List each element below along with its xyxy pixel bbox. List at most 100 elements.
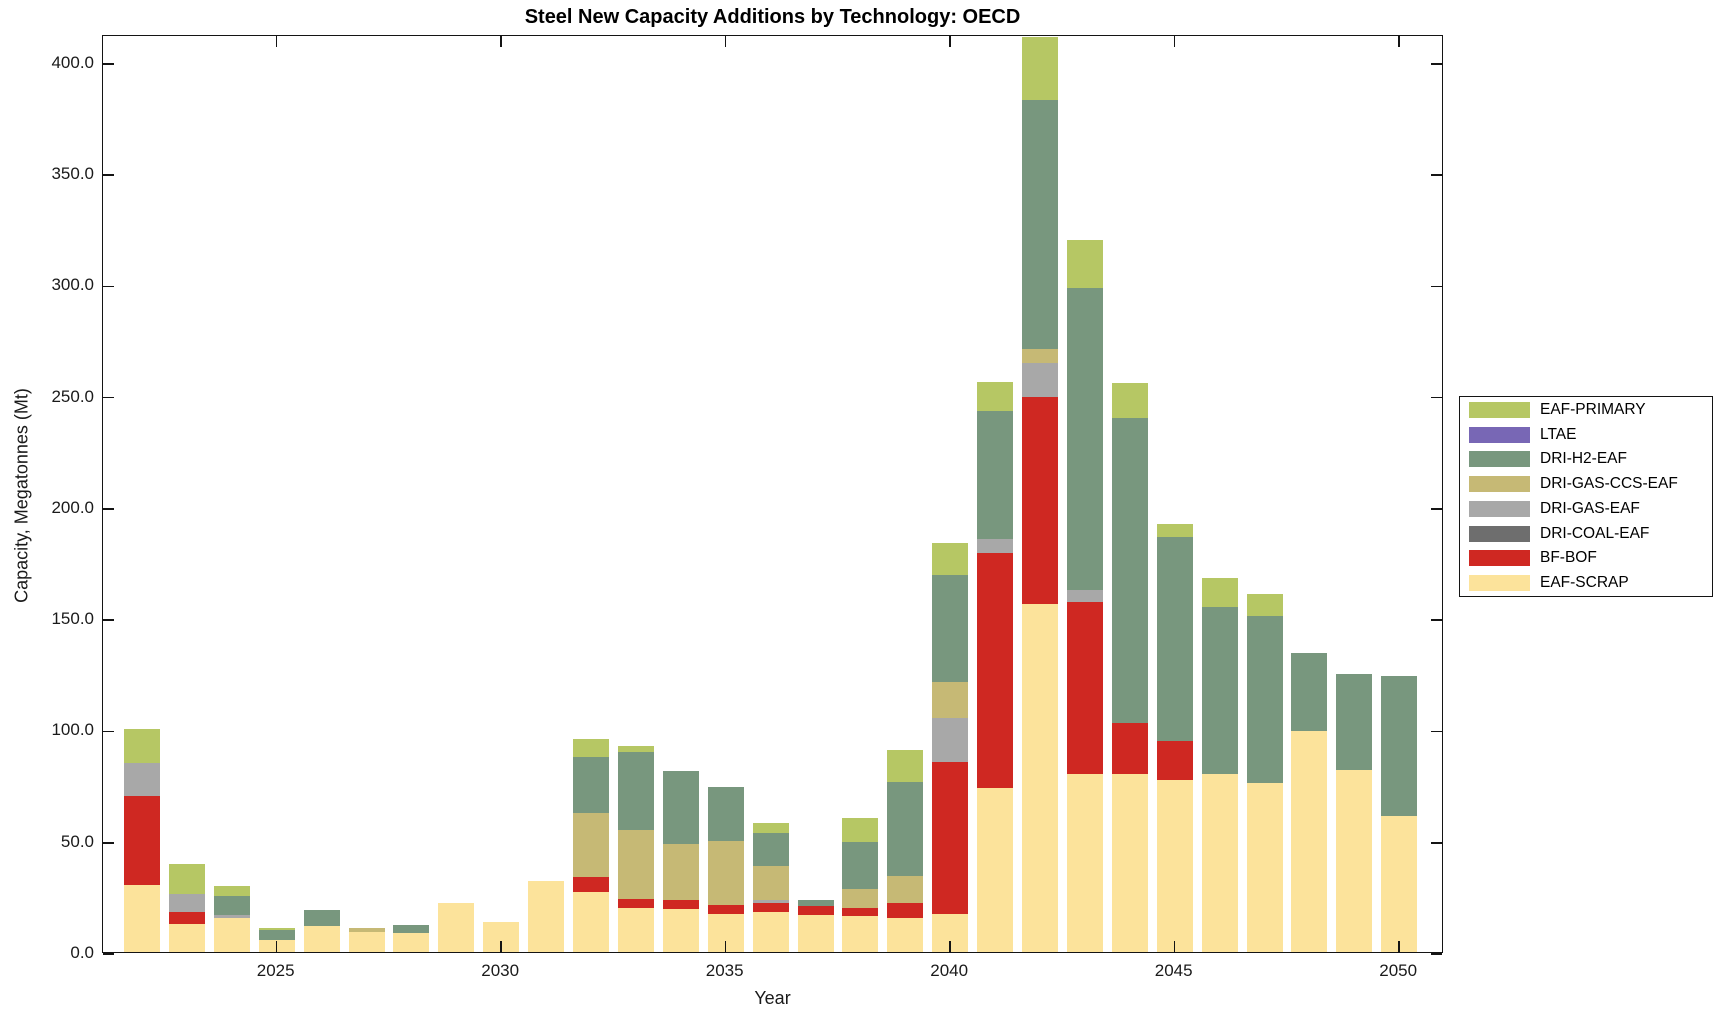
bar-segment-2049-dri-h2-eaf	[1336, 673, 1373, 770]
bar-segment-2043-eaf-primary	[1066, 239, 1103, 288]
bar-segment-2033-eaf-primary	[617, 746, 654, 752]
y-tick-left-150	[103, 619, 114, 621]
bar-segment-2028-eaf-scrap	[393, 933, 430, 952]
x-axis-label: Year	[754, 988, 791, 1008]
bar-segment-2027-dri-gas-ccs-eaf	[348, 927, 385, 932]
bar-segment-2033-bf-bof	[617, 898, 654, 908]
dri-gas-eaf-swatch-icon	[1469, 500, 1530, 517]
legend-label-dri-h2-eaf: DRI-H2-EAF	[1540, 450, 1627, 468]
bar-segment-2040-dri-gas-ccs-eaf	[932, 681, 969, 719]
bar-segment-2039-dri-gas-ccs-eaf	[887, 876, 924, 904]
legend-row-ltae: LTAE	[1460, 423, 1712, 448]
bar-segment-2044-bf-bof	[1111, 722, 1148, 774]
y-tick-right-250	[1431, 396, 1442, 399]
bar-segment-2033-dri-gas-ccs-eaf	[617, 829, 654, 899]
bf-bof-swatch-icon	[1469, 550, 1530, 567]
x-tick-top-2045	[1173, 36, 1176, 47]
bar-segment-2047-eaf-scrap	[1246, 782, 1283, 952]
bar-segment-2043-dri-gas-eaf	[1066, 590, 1103, 602]
bar-segment-2041-eaf-primary	[977, 382, 1014, 412]
y-tick-right-0	[1431, 953, 1442, 955]
bar-segment-2043-eaf-scrap	[1066, 773, 1103, 952]
bar-segment-2022-bf-bof	[124, 796, 160, 886]
legend-row-dri-h2-eaf: DRI-H2-EAF	[1460, 447, 1712, 472]
legend-row-eaf-primary: EAF-PRIMARY	[1460, 398, 1712, 423]
y-tick-right-300	[1431, 285, 1442, 288]
bar-segment-2023-eaf-primary	[168, 864, 205, 895]
x-tick-label-2035: 2035	[705, 961, 744, 980]
y-tick-right-400	[1431, 63, 1442, 65]
x-tick-bottom-2045	[1173, 941, 1176, 952]
bar-segment-2042-bf-bof	[1022, 396, 1058, 604]
bar-segment-2045-eaf-primary	[1156, 523, 1193, 537]
bar-segment-2038-eaf-scrap	[842, 916, 879, 952]
x-tick-top-2025	[275, 36, 278, 47]
dri-coal-eaf-swatch-icon	[1469, 525, 1530, 542]
legend-row-bf-bof: BF-BOF	[1460, 546, 1712, 571]
y-tick-right-350	[1431, 174, 1442, 176]
y-tick-left-400	[103, 63, 114, 65]
legend-label-ltae: LTAE	[1540, 425, 1577, 443]
x-tick-top-2040	[949, 36, 951, 47]
bar-segment-2050-dri-h2-eaf	[1381, 676, 1418, 817]
bar-segment-2035-dri-gas-ccs-eaf	[707, 840, 744, 906]
y-tick-left-350	[103, 174, 114, 176]
y-tick-label-400: 400.0	[51, 52, 94, 72]
bar-segment-2034-bf-bof	[662, 899, 699, 909]
eaf-scrap-swatch-icon	[1469, 574, 1530, 591]
bar-segment-2045-eaf-scrap	[1156, 779, 1193, 952]
bar-segment-2029-eaf-scrap	[438, 903, 475, 952]
x-tick-bottom-2040	[949, 941, 951, 952]
y-tick-right-200	[1431, 508, 1442, 510]
bar-segment-2028-dri-h2-eaf	[393, 925, 430, 934]
x-tick-bottom-2025	[275, 941, 278, 952]
y-tick-right-100	[1431, 730, 1442, 733]
bar-segment-2038-dri-gas-ccs-eaf	[842, 888, 879, 908]
x-tick-label-2045: 2045	[1154, 961, 1193, 980]
bar-segment-2041-bf-bof	[977, 552, 1014, 789]
bar-segment-2039-bf-bof	[887, 903, 924, 918]
bar-segment-2034-dri-h2-eaf	[662, 770, 699, 845]
bar-segment-2022-dri-gas-eaf	[124, 762, 160, 797]
bar-segment-2045-bf-bof	[1156, 740, 1193, 780]
bar-segment-2047-eaf-primary	[1246, 593, 1283, 616]
bar-segment-2041-dri-gas-eaf	[977, 539, 1014, 553]
legend-label-bf-bof: BF-BOF	[1540, 549, 1597, 567]
bar-segment-2032-dri-gas-ccs-eaf	[573, 812, 609, 878]
legend-row-dri-gas-eaf: DRI-GAS-EAF	[1460, 497, 1712, 522]
x-tick-label-2040: 2040	[930, 961, 969, 980]
bar-segment-2046-eaf-primary	[1201, 578, 1238, 608]
y-tick-label-150: 150.0	[51, 609, 94, 629]
bar-segment-2040-eaf-primary	[932, 542, 969, 575]
legend-label-dri-gas-eaf: DRI-GAS-EAF	[1540, 499, 1640, 517]
y-tick-right-50	[1431, 841, 1442, 844]
bar-segment-2040-dri-h2-eaf	[932, 574, 969, 682]
bar-segment-2024-eaf-primary	[213, 886, 250, 897]
dri-gas-ccs-eaf-swatch-icon	[1469, 476, 1530, 493]
y-tick-left-50	[103, 841, 114, 844]
bar-segment-2042-dri-gas-eaf	[1022, 363, 1058, 397]
bar-segment-2023-dri-gas-eaf	[168, 894, 205, 912]
legend-label-dri-coal-eaf: DRI-COAL-EAF	[1540, 524, 1650, 542]
bar-segment-2044-dri-h2-eaf	[1111, 417, 1148, 723]
bar-segment-2026-dri-h2-eaf	[303, 909, 340, 927]
bar-segment-2041-eaf-scrap	[977, 788, 1014, 952]
dri-h2-eaf-swatch-icon	[1469, 451, 1530, 468]
bar-segment-2036-eaf-scrap	[752, 911, 789, 952]
bar-segment-2036-eaf-primary	[752, 822, 789, 833]
y-tick-left-300	[103, 285, 114, 288]
bar-segment-2038-eaf-primary	[842, 818, 879, 842]
bar-segment-2039-eaf-primary	[887, 749, 924, 782]
bar-segment-2036-dri-gas-ccs-eaf	[752, 866, 789, 900]
legend-row-eaf-scrap: EAF-SCRAP	[1460, 571, 1712, 596]
bar-segment-2044-eaf-primary	[1111, 383, 1148, 418]
bar-segment-2048-eaf-scrap	[1291, 730, 1328, 952]
bar-segment-2041-dri-h2-eaf	[977, 411, 1014, 540]
legend-row-dri-coal-eaf: DRI-COAL-EAF	[1460, 522, 1712, 547]
legend-label-dri-gas-ccs-eaf: DRI-GAS-CCS-EAF	[1540, 475, 1678, 493]
ltae-swatch-icon	[1469, 426, 1530, 443]
bar-segment-2033-eaf-scrap	[617, 907, 654, 952]
y-tick-left-200	[103, 508, 114, 510]
bar-segment-2042-dri-gas-ccs-eaf	[1022, 348, 1058, 364]
